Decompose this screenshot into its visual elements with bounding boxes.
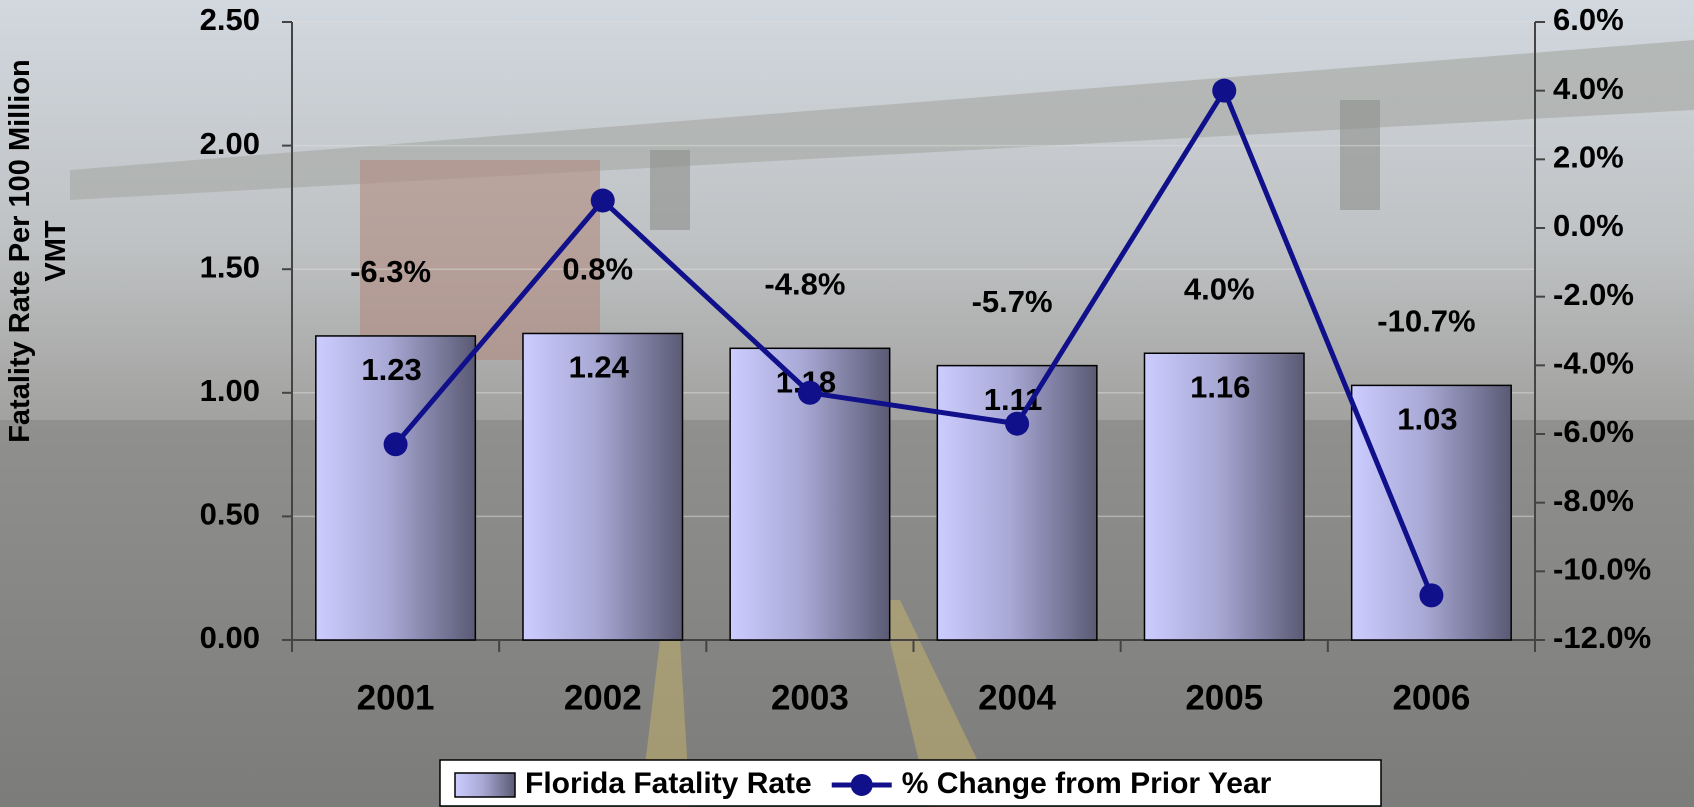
- y-tick-label: 2.50: [200, 2, 260, 37]
- y-tick-label: 0.50: [200, 497, 260, 532]
- legend-swatch: [454, 772, 516, 798]
- pillar: [650, 150, 690, 230]
- line-marker: [590, 188, 615, 213]
- line: [393, 85, 1434, 597]
- x-tick-label: 2004: [978, 678, 1056, 717]
- y2-tick-label: -12.0%: [1553, 620, 1651, 655]
- x-tick-label: 2005: [1185, 678, 1263, 717]
- x-tick-label: 2002: [564, 678, 642, 717]
- legend-label: % Change from Prior Year: [902, 767, 1272, 800]
- y2-tick-label: 4.0%: [1553, 71, 1624, 106]
- bar-value-label: 1.03: [1397, 402, 1457, 437]
- y2-tick-label: -8.0%: [1553, 483, 1634, 518]
- y2-tick-label: -2.0%: [1553, 277, 1634, 312]
- legend-swatch-marker: [850, 774, 873, 796]
- y-tick-label: 2.00: [200, 126, 260, 161]
- legend-label: Florida Fatality Rate: [525, 767, 812, 800]
- y-tick-label: 1.50: [200, 249, 260, 284]
- x-tick-label: 2003: [771, 678, 849, 717]
- pillar: [1340, 100, 1380, 210]
- line-value-label: -5.7%: [972, 284, 1053, 319]
- line-marker: [797, 380, 822, 405]
- y-tick-label: 0.00: [200, 620, 260, 655]
- bar: [522, 332, 684, 641]
- line-value-label: -10.7%: [1377, 304, 1475, 339]
- y2-tick-label: 2.0%: [1553, 140, 1624, 175]
- road-line: [880, 600, 1000, 807]
- line-value-label: -4.8%: [764, 266, 845, 301]
- y2-tick-label: -4.0%: [1553, 346, 1634, 381]
- x-tick-label: 2006: [1392, 678, 1470, 717]
- bar: [1143, 352, 1305, 641]
- y2-tick-label: -10.0%: [1553, 552, 1651, 587]
- line-marker: [1419, 583, 1444, 608]
- line-marker: [1005, 411, 1030, 436]
- y2-tick-label: -6.0%: [1553, 414, 1634, 449]
- line-marker: [1212, 78, 1237, 103]
- y2-tick-label: 0.0%: [1553, 208, 1624, 243]
- bar-value-label: 1.16: [1190, 369, 1250, 404]
- y-axis-title: Fatality Rate Per 100 Million VMT: [4, 59, 72, 443]
- line-value-label: -6.3%: [350, 254, 431, 289]
- line-value-label: 4.0%: [1184, 271, 1255, 306]
- bar-value-label: 1.24: [569, 350, 630, 385]
- y-tick-label: 1.00: [200, 373, 260, 408]
- truck: [360, 160, 600, 360]
- line-marker: [383, 432, 408, 457]
- bar: [315, 335, 477, 641]
- bar-value-label: 1.23: [361, 352, 421, 387]
- y2-tick-label: 6.0%: [1553, 2, 1624, 37]
- legend-box: [439, 759, 1382, 807]
- x-tick-label: 2001: [357, 678, 435, 717]
- line-value-label: 0.8%: [562, 252, 633, 287]
- bar: [936, 364, 1098, 641]
